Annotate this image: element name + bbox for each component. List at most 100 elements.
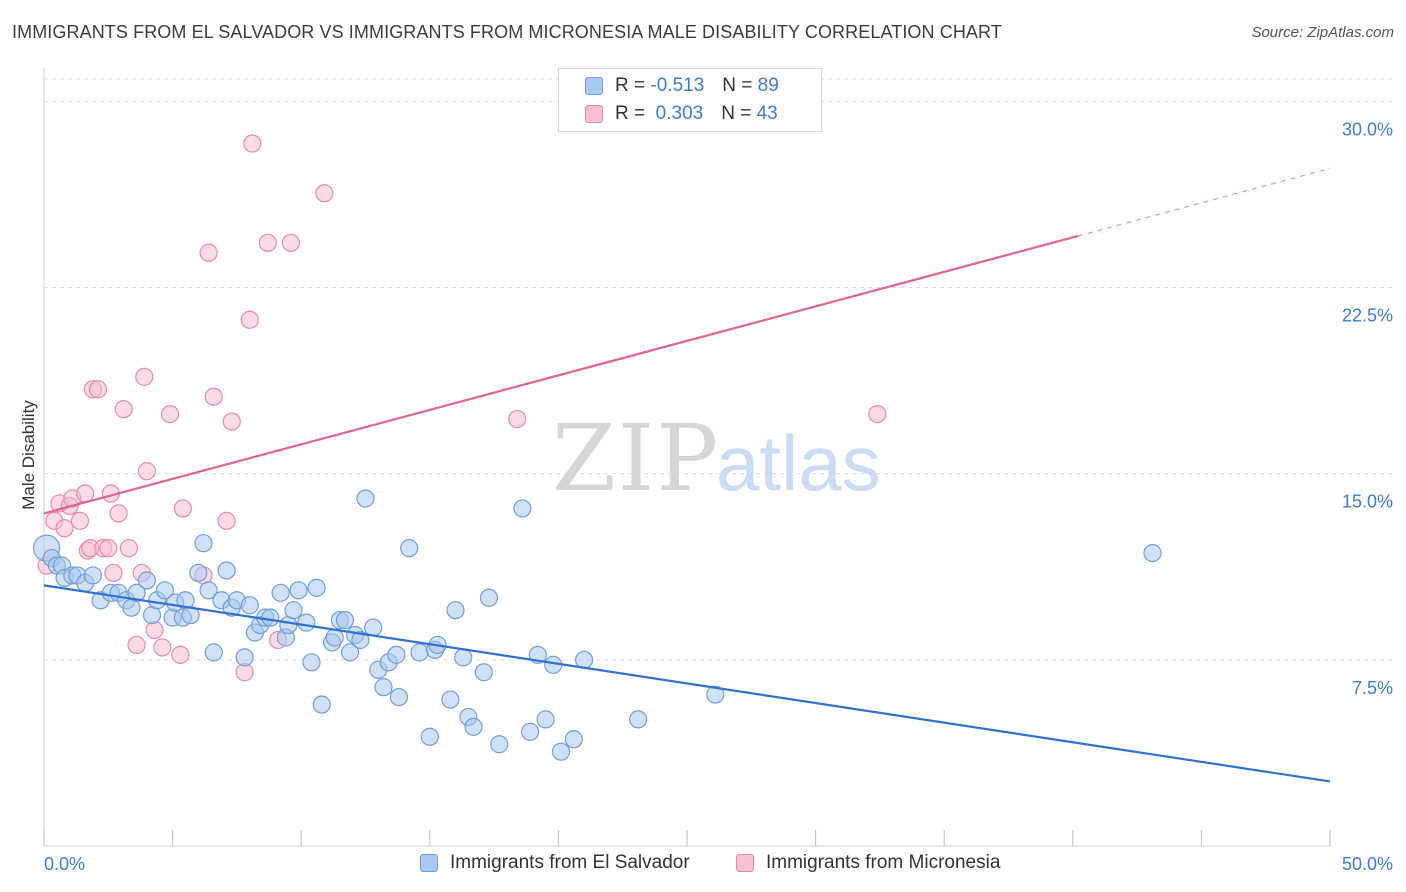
el-salvador-point <box>536 710 555 729</box>
el-salvador-point <box>194 534 213 553</box>
micronesia-trend-line-extension <box>1077 167 1331 237</box>
micronesia-point <box>204 387 223 406</box>
el-salvador-point <box>137 571 156 590</box>
micronesia-point <box>171 645 190 664</box>
y-tick-label: 15.0% <box>1342 492 1393 512</box>
micronesia-point <box>173 499 192 518</box>
el-salvador-point <box>302 653 321 672</box>
el-salvador-point <box>199 581 218 600</box>
watermark-zip: ZIP <box>552 405 720 512</box>
axes <box>43 68 1331 847</box>
micronesia-point <box>222 412 241 431</box>
legend-swatch-blue <box>585 77 603 95</box>
el-salvador-point <box>127 583 146 602</box>
el-salvador-point <box>307 578 326 597</box>
el-salvador-point <box>217 561 236 580</box>
legend-row-micronesia: R = 0.303 N = 43 <box>585 100 778 128</box>
el-salvador-point <box>551 742 571 761</box>
el-salvador-point <box>155 581 174 600</box>
micronesia-point <box>281 233 301 252</box>
micronesia-point <box>199 243 218 262</box>
el-salvador-point <box>340 643 360 662</box>
el-salvador-point <box>387 645 406 664</box>
el-salvador-point <box>464 717 483 736</box>
y-tick-label: 30.0% <box>1342 119 1393 139</box>
legend-row-el-salvador: R = -0.513 N = 89 <box>585 72 779 100</box>
el-salvador-point <box>389 687 409 707</box>
el-salvador-point <box>706 685 725 704</box>
el-salvador-point <box>1143 544 1162 563</box>
micronesia-point <box>99 539 118 558</box>
el-salvador-point <box>271 583 290 602</box>
legend-r-value: -0.513 <box>650 75 705 96</box>
micronesia-point <box>88 380 108 399</box>
x-tick-label: 50.0% <box>1342 854 1393 874</box>
micronesia-point <box>55 519 74 538</box>
micronesia-point <box>160 404 180 424</box>
y-tick-label: 22.5% <box>1342 306 1393 326</box>
trend-lines <box>43 167 1331 783</box>
legend-n-label: N = <box>722 75 753 96</box>
el-salvador-point <box>479 588 499 607</box>
bottom-legend-label: Immigrants from El Salvador <box>450 852 690 873</box>
micronesia-point <box>153 638 172 657</box>
el-salvador-point <box>564 730 583 749</box>
el-salvador-point <box>410 643 429 662</box>
chart-source: Source: ZipAtlas.com <box>1251 24 1394 41</box>
micronesia-point <box>240 310 259 329</box>
legend-r-label: R = <box>615 75 646 96</box>
bottom-legend-swatch-blue <box>420 854 438 872</box>
el-salvador-point <box>490 735 509 754</box>
el-salvador-point <box>446 601 465 620</box>
micronesia-point <box>127 635 146 655</box>
legend-n-value: 43 <box>756 103 778 124</box>
legend-r-value: 0.303 <box>655 103 704 124</box>
micronesia-trend-line <box>43 234 1079 515</box>
el-salvador-point <box>521 722 540 741</box>
watermark: ZIP atlas <box>552 405 881 512</box>
micronesia-point <box>104 563 123 583</box>
el-salvador-point <box>240 596 259 615</box>
el-salvador-point <box>513 499 532 518</box>
watermark-atlas: atlas <box>716 419 881 507</box>
bottom-legend-swatch-pink <box>736 854 754 872</box>
el-salvador-points <box>32 489 1162 761</box>
el-salvador-point <box>235 648 254 667</box>
legend-n-label: N = <box>721 103 752 124</box>
micronesia-point <box>70 511 90 530</box>
el-salvador-trend-line <box>43 584 1331 783</box>
el-salvador-point <box>289 581 308 600</box>
y-tick-label: 7.5% <box>1352 678 1393 698</box>
el-salvador-point <box>335 611 355 630</box>
el-salvador-point <box>351 630 370 650</box>
bottom-legend-micronesia: Immigrants from Micronesia <box>736 852 1000 874</box>
micronesia-point <box>145 620 164 640</box>
el-salvador-point <box>441 690 460 709</box>
micronesia-point <box>135 367 154 386</box>
x-tick-label: 0.0% <box>44 854 85 874</box>
stats-legend: R = -0.513 N = 89 R = 0.303 N = 43 <box>558 68 822 132</box>
el-salvador-point <box>297 613 316 632</box>
el-salvador-point <box>261 608 280 627</box>
el-salvador-point <box>364 618 383 637</box>
micronesia-point <box>258 233 277 252</box>
tick-labels: 7.5% 15.0% 22.5% 30.0% 0.0% 50.0% <box>44 119 1393 874</box>
micronesia-point <box>243 134 262 153</box>
chart-title: IMMIGRANTS FROM EL SALVADOR VS IMMIGRANT… <box>12 22 1002 42</box>
el-salvador-point <box>284 601 303 620</box>
micronesia-point <box>868 404 887 424</box>
legend-r-label: R = <box>615 103 646 124</box>
micronesia-point <box>109 504 128 523</box>
el-salvador-point <box>400 539 419 558</box>
micronesia-point <box>114 400 133 419</box>
grid-lines <box>44 78 1392 661</box>
y-axis-title: Male Disability <box>19 400 38 510</box>
el-salvador-point <box>454 648 473 667</box>
el-salvador-point <box>474 663 493 682</box>
legend-swatch-pink <box>585 105 603 123</box>
micronesia-point <box>76 484 95 503</box>
el-salvador-point <box>312 695 331 714</box>
legend-n-value: 89 <box>757 75 779 96</box>
el-salvador-point <box>204 643 223 662</box>
